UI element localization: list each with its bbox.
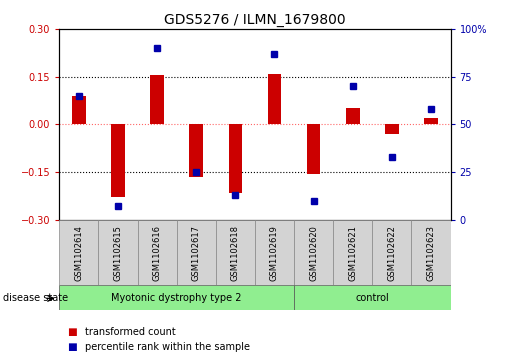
- Text: GSM1102621: GSM1102621: [348, 225, 357, 281]
- Text: GSM1102623: GSM1102623: [426, 225, 436, 281]
- Bar: [333, 220, 372, 285]
- Bar: [372, 220, 411, 285]
- Bar: [111, 124, 125, 197]
- Text: GSM1102617: GSM1102617: [192, 225, 201, 281]
- Bar: [98, 220, 138, 285]
- Text: ■: ■: [67, 342, 77, 352]
- Text: GSM1102614: GSM1102614: [74, 225, 83, 281]
- Text: GSM1102616: GSM1102616: [152, 225, 162, 281]
- Bar: [307, 124, 320, 174]
- Bar: [385, 124, 399, 134]
- Bar: [72, 96, 85, 124]
- Bar: [59, 220, 98, 285]
- Bar: [190, 124, 203, 177]
- Bar: [255, 220, 294, 285]
- Bar: [411, 220, 451, 285]
- Bar: [268, 73, 281, 124]
- Text: GSM1102620: GSM1102620: [309, 225, 318, 281]
- Text: disease state: disease state: [3, 293, 67, 303]
- Bar: [294, 220, 333, 285]
- Bar: [177, 220, 216, 285]
- Text: GSM1102619: GSM1102619: [270, 225, 279, 281]
- Text: transformed count: transformed count: [85, 327, 176, 337]
- Bar: [424, 118, 438, 124]
- Bar: [216, 220, 255, 285]
- Bar: [294, 285, 451, 310]
- Text: control: control: [355, 293, 389, 303]
- Bar: [346, 109, 359, 124]
- Bar: [59, 285, 294, 310]
- Bar: [150, 75, 164, 124]
- Text: Myotonic dystrophy type 2: Myotonic dystrophy type 2: [111, 293, 242, 303]
- Title: GDS5276 / ILMN_1679800: GDS5276 / ILMN_1679800: [164, 13, 346, 26]
- Bar: [138, 220, 177, 285]
- Text: GSM1102618: GSM1102618: [231, 225, 240, 281]
- Text: percentile rank within the sample: percentile rank within the sample: [85, 342, 250, 352]
- Bar: [229, 124, 242, 193]
- Text: GSM1102615: GSM1102615: [113, 225, 123, 281]
- Text: GSM1102622: GSM1102622: [387, 225, 397, 281]
- Text: ■: ■: [67, 327, 77, 337]
